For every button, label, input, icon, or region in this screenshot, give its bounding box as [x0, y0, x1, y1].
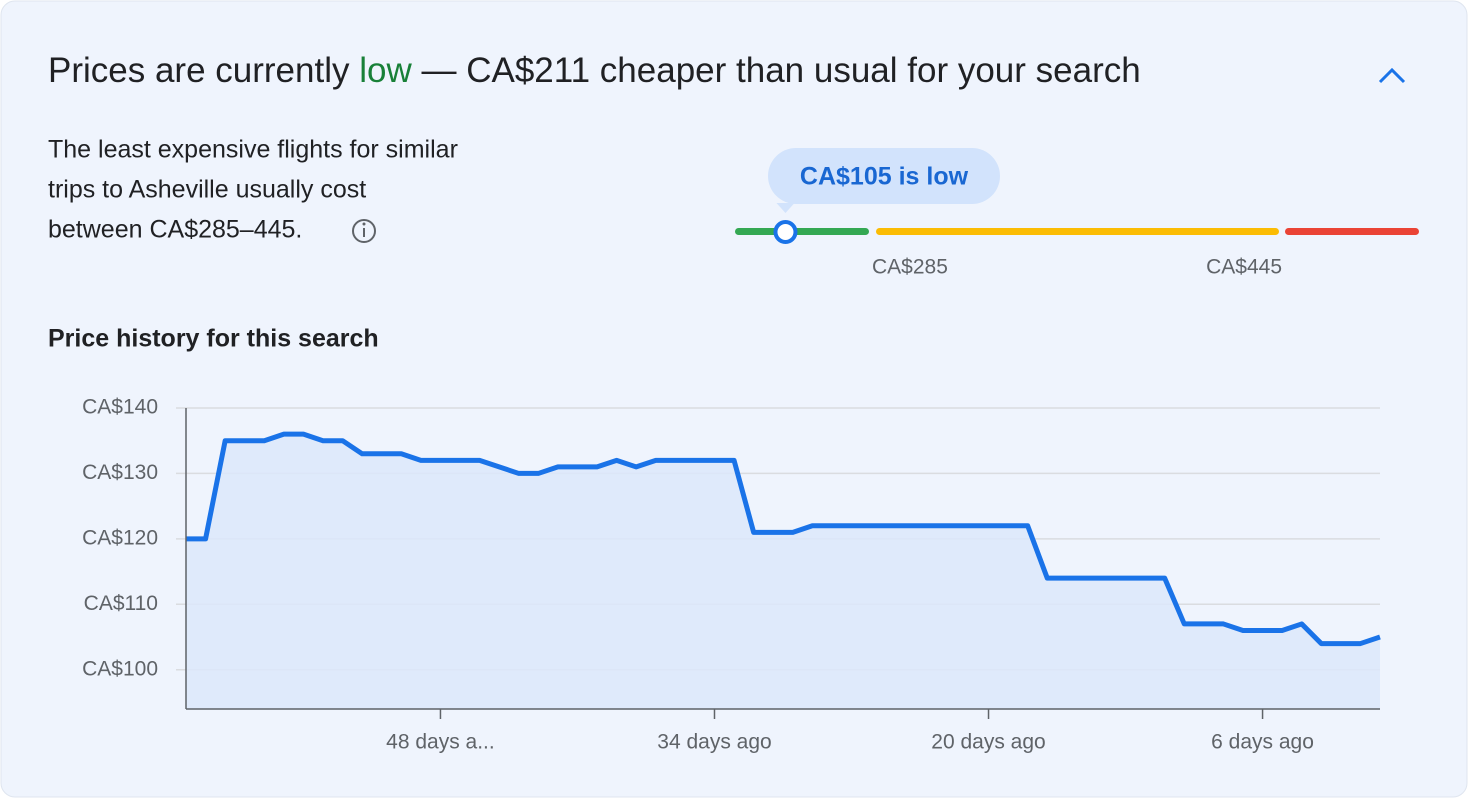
y-tick-label: CA$110: [84, 592, 158, 615]
header-title: Prices are currently low — CA$211 cheape…: [48, 51, 1141, 90]
description-line: The least expensive flights for similar: [48, 136, 458, 164]
x-tick-label: 34 days ago: [657, 731, 771, 754]
collapse-chevron[interactable]: [1378, 67, 1406, 84]
bubble-label: CA$105 is low: [800, 163, 969, 191]
x-tick-label: 20 days ago: [931, 731, 1045, 754]
y-tick-label: CA$100: [82, 657, 158, 680]
gauge-high-segment: [1285, 228, 1419, 235]
y-tick-label: CA$130: [82, 461, 158, 484]
info-dot: [362, 222, 366, 226]
price-bubble: [768, 148, 1000, 204]
x-tick-label: 6 days ago: [1211, 731, 1314, 754]
description-line: between CA$285–445.: [48, 216, 302, 244]
title-part: — CA$211 cheaper than usual for your sea…: [412, 51, 1141, 90]
gauge-high-label: CA$445: [1206, 256, 1282, 279]
gauge-low-label: CA$285: [872, 256, 948, 279]
title-part: low: [359, 51, 412, 90]
chart-title: Price history for this search: [48, 325, 379, 353]
price-line: [186, 431, 1381, 647]
gauge-low-segment: [735, 228, 869, 235]
gauge-marker: [773, 220, 798, 244]
bubble-pointer: [776, 203, 795, 213]
info-circle: [352, 219, 376, 243]
y-tick-label: CA$120: [82, 526, 158, 549]
x-tick-label: 48 days a...: [386, 731, 495, 754]
title-part: Prices are currently: [48, 51, 359, 90]
y-tick-label: CA$140: [82, 396, 158, 419]
gauge-typical-segment: [876, 228, 1279, 235]
info-icon[interactable]: [352, 219, 376, 243]
price-area: [186, 434, 1380, 709]
description-line: trips to Asheville usually cost: [48, 176, 366, 204]
